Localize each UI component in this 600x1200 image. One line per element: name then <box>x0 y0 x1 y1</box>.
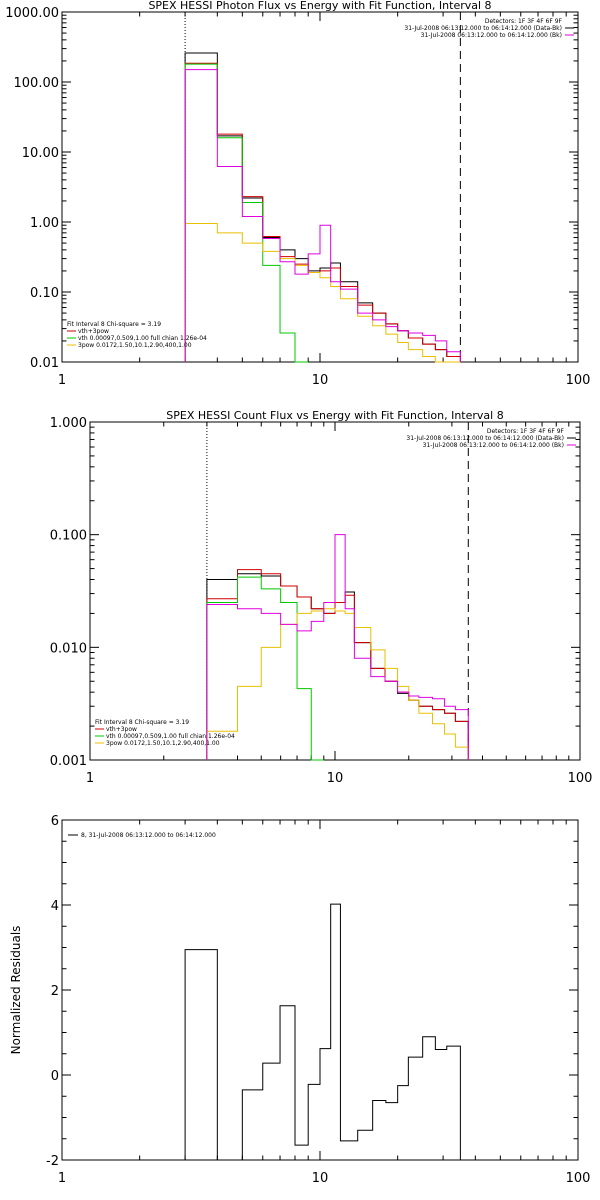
x-tick-label: 1 <box>86 771 94 786</box>
series-4-line <box>206 608 469 760</box>
y-tick-label: 0.100 <box>50 529 87 544</box>
series-1-line <box>184 903 461 1161</box>
legend-bottom-line: vth 0.00097,0.509,1.00 full chian 1.26e-… <box>78 335 207 342</box>
x-tick-label: 100 <box>566 1171 591 1186</box>
y-tick-label: -2 <box>46 1154 59 1169</box>
chart-panel-1: SPEX HESSI Photon Flux vs Energy with Fi… <box>5 0 590 388</box>
chart-title: SPEX HESSI Count Flux vs Energy with Fit… <box>166 409 503 422</box>
chart-panel-3: Normalized Residuals 1 10 100 -2 0 2 4 6 8, 31-Ju… <box>9 814 590 1186</box>
legend-top-line: 31-Jul-2008 06:13:12.000 to 06:14:12.000… <box>404 25 562 32</box>
x-tick-label: 100 <box>568 771 593 786</box>
series-2-line <box>206 569 469 760</box>
y-tick-label: 0.10 <box>30 286 59 301</box>
x-tick-label: 10 <box>312 1171 329 1186</box>
legend-bottom-line: vth+3pow <box>78 328 109 335</box>
y-axis-label: Normalized Residuals <box>9 926 23 1055</box>
y-tick-label: 4 <box>51 899 59 914</box>
series-4-line <box>184 223 461 363</box>
y-tick-label: 1000.00 <box>5 6 59 21</box>
y-tick-label: 2 <box>51 984 59 999</box>
y-tick-label: 0.010 <box>50 641 87 656</box>
legend-top-line: 31-Jul-2008 06:13:12.000 to 06:14:12.000… <box>423 442 564 449</box>
y-tick-label: 6 <box>51 814 59 829</box>
y-tick-label: 0.001 <box>50 754 87 769</box>
x-tick-label: 10 <box>327 771 344 786</box>
legend-bottom-line: Fit Interval 8 Chi-square = 3.19 <box>95 719 189 726</box>
legend-bottom-line: vth+3pow <box>106 726 137 733</box>
series-3-line <box>184 63 309 363</box>
legend-top-line: Detectors: 1F 3F 4F 6F 9F <box>487 428 565 435</box>
y-tick-label: 1.000 <box>50 416 87 431</box>
series-5-line <box>206 534 469 760</box>
plot-frame <box>61 11 579 363</box>
x-tick-label: 10 <box>312 373 329 388</box>
series-1-line <box>206 573 469 760</box>
series-3-line <box>206 576 324 761</box>
legend-bottom-line: Fit Interval 8 Chi-square = 3.19 <box>67 321 161 328</box>
series-5-line <box>184 69 461 362</box>
x-tick-label: 1 <box>58 373 66 388</box>
legend-bottom-line: vth 0.00097,0.509,1.00 full chian 1.26e-… <box>106 733 235 740</box>
legend-top-line: 31-Jul-2008 06:13:12.000 to 06:14:12.000… <box>421 32 562 39</box>
y-tick-label: 1.00 <box>30 216 59 231</box>
series-1-line <box>184 52 461 362</box>
legend-top-line: Detectors: 1F 3F 4F 6F 9F <box>485 18 563 25</box>
y-tick-label: 0.01 <box>30 356 59 371</box>
plot-frame <box>61 819 579 1161</box>
series-2-line <box>184 62 461 362</box>
legend-top-line: 31-Jul-2008 06:13:12.000 to 06:14:12.000… <box>406 435 564 442</box>
y-tick-label: 10.00 <box>22 146 59 161</box>
legend-bottom-line: 3pow 0.0172,1.50,10.1,2.90,400,1.00 <box>78 342 192 349</box>
chart-panel-2: SPEX HESSI Count Flux vs Energy with Fit… <box>50 409 593 786</box>
chart-title: SPEX HESSI Photon Flux vs Energy with Fi… <box>148 0 491 12</box>
legend-bottom-line: 3pow 0.0172,1.50,10.1,2.90,400,1.00 <box>106 740 220 747</box>
x-tick-label: 100 <box>566 373 591 388</box>
legend-text: 8, 31-Jul-2008 06:13:12.000 to 06:14:12.… <box>81 832 216 839</box>
y-tick-label: 100.00 <box>14 76 60 91</box>
x-tick-label: 1 <box>58 1171 66 1186</box>
y-tick-label: 0 <box>51 1069 59 1084</box>
